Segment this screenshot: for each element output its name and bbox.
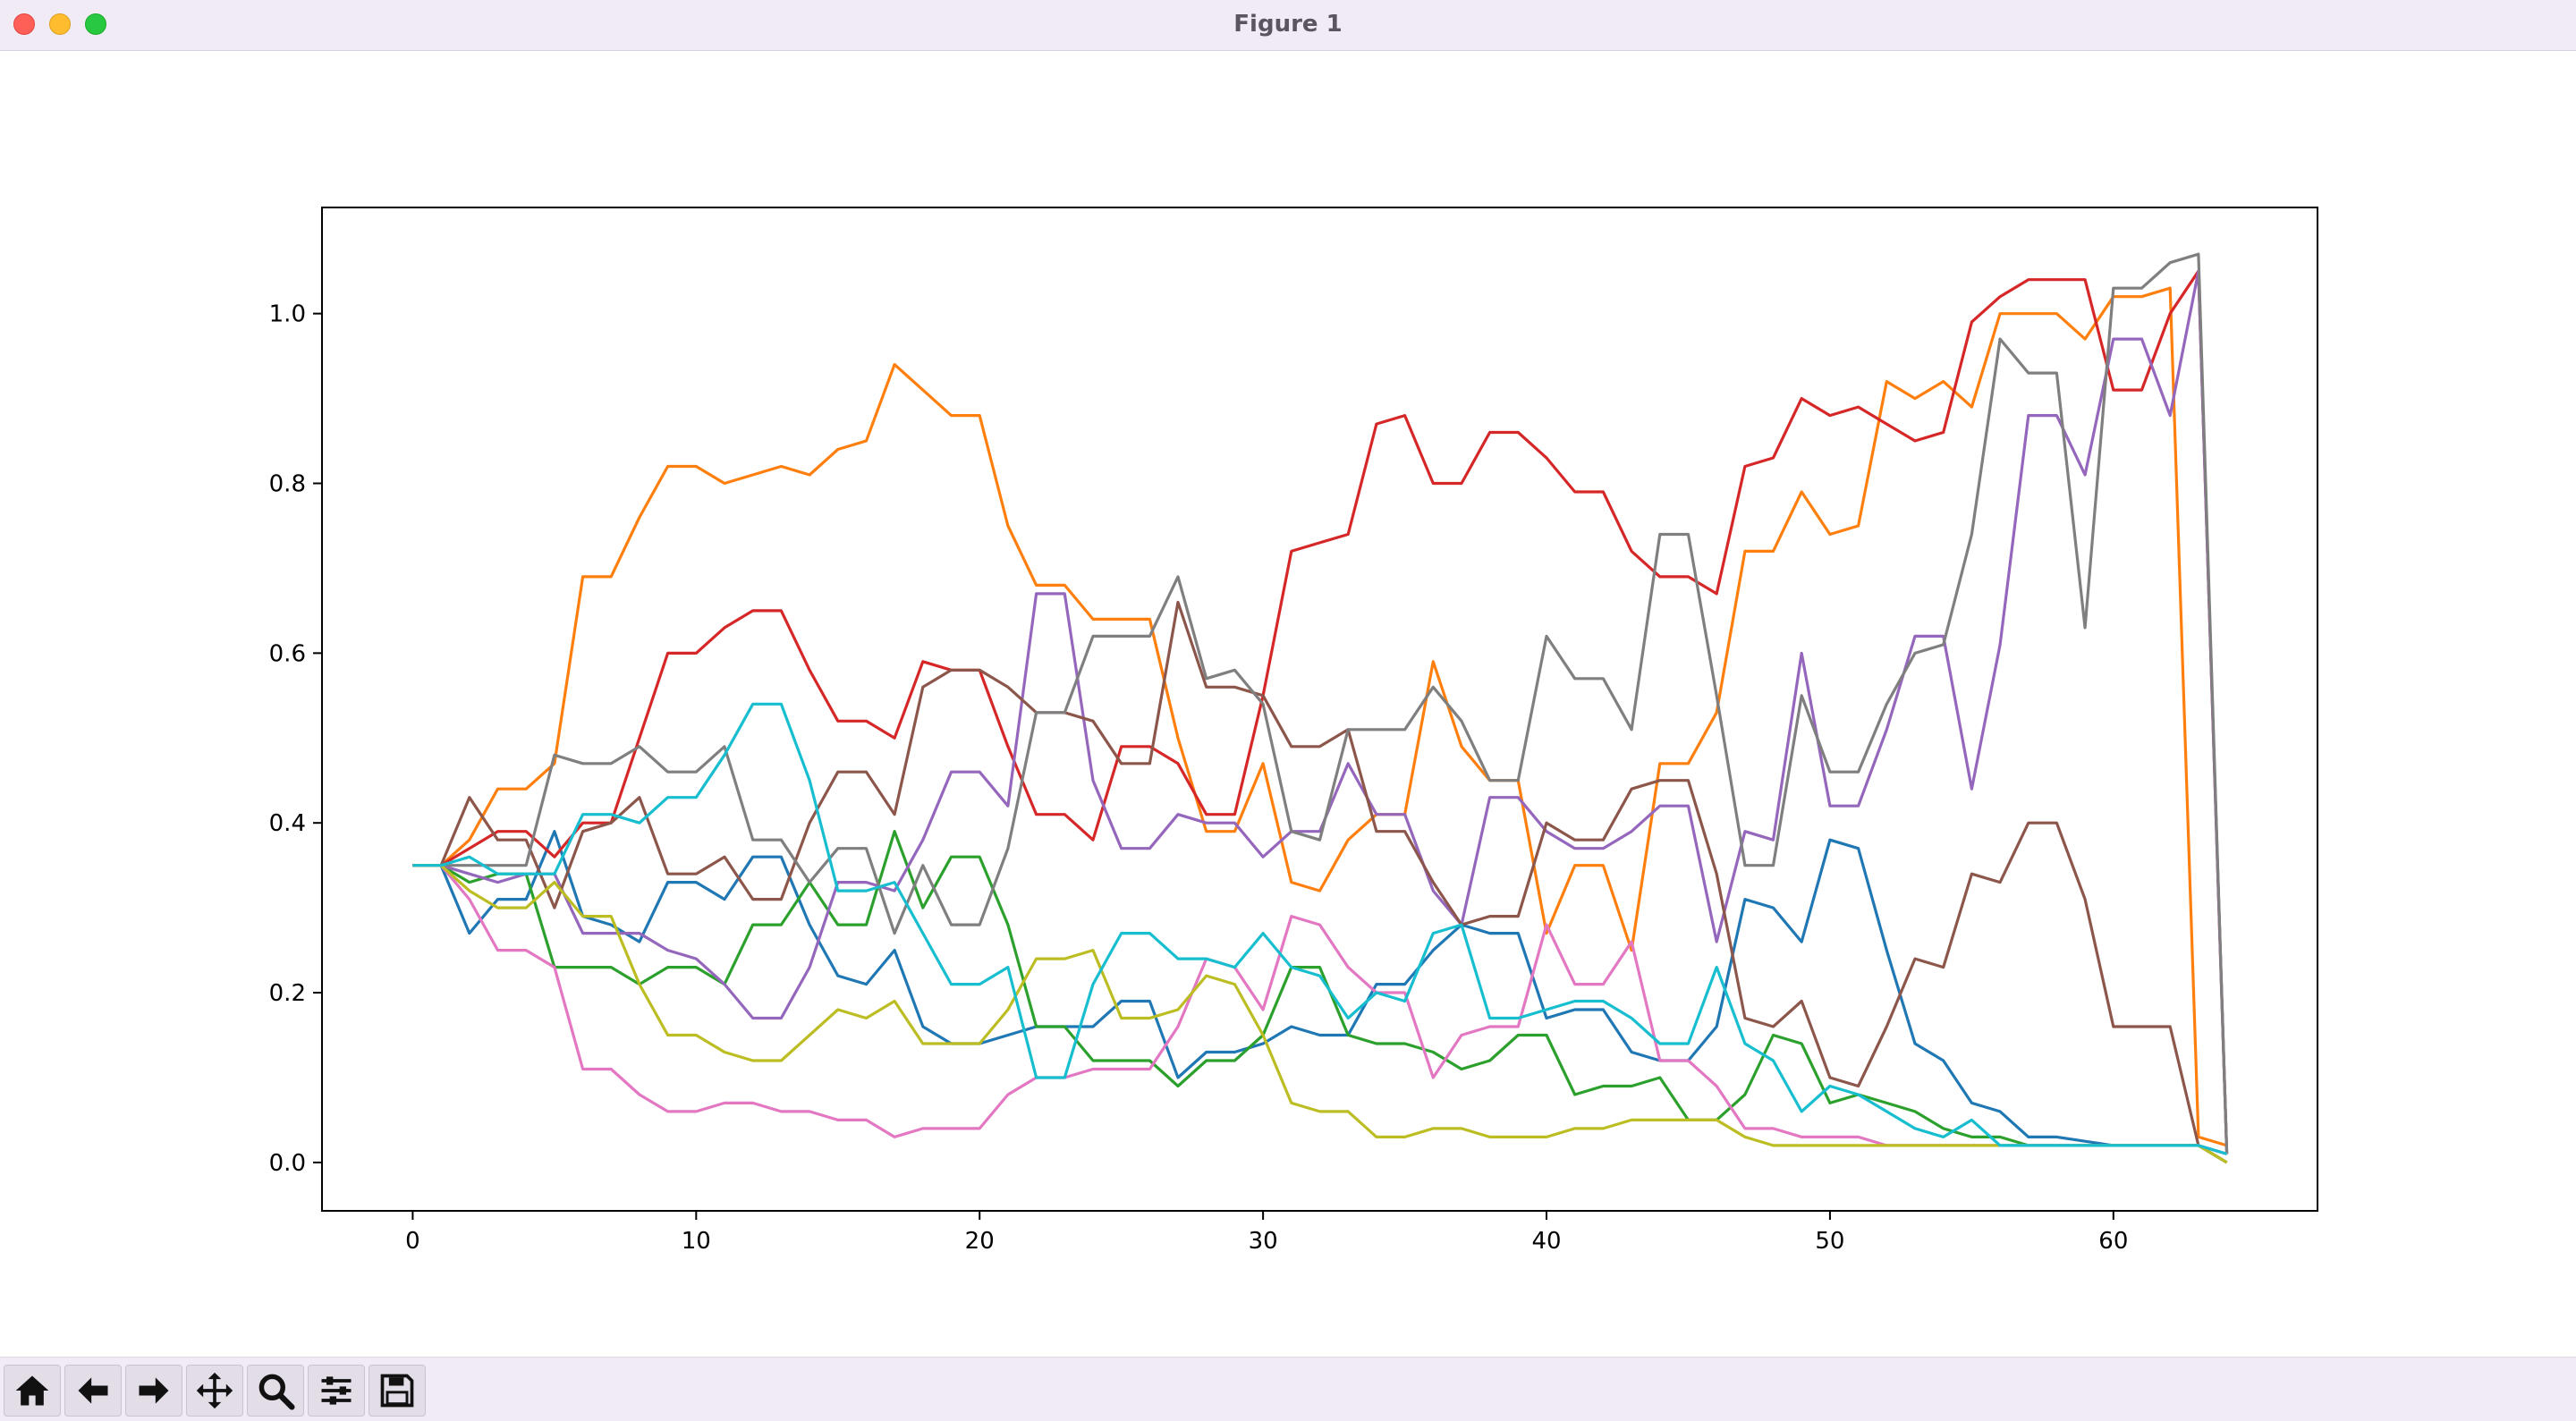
- series-line-1: [412, 830, 2228, 1155]
- close-window-button[interactable]: [13, 13, 35, 35]
- y-tick-label: 0.4: [269, 810, 306, 837]
- forward-button[interactable]: [125, 1365, 182, 1417]
- series-line-5: [412, 269, 2229, 1155]
- series-line-8: [412, 252, 2229, 1155]
- home-button[interactable]: [4, 1365, 61, 1417]
- configure-subplots-button[interactable]: [308, 1365, 365, 1417]
- window-titlebar: Figure 1: [0, 0, 2576, 51]
- line-chart: 0 10 20 30 40 50 60 0.0 0.2 0.4 0.6 0.8 1.0: [269, 207, 2318, 1255]
- figure-canvas[interactable]: 0 10 20 30 40 50 60 0.0 0.2 0.4 0.6 0.8 1.0: [0, 51, 2576, 1357]
- x-tick-label: 60: [2098, 1228, 2128, 1255]
- window-title: Figure 1: [1233, 11, 1343, 38]
- zoom-button[interactable]: [247, 1365, 304, 1417]
- move-icon: [196, 1372, 233, 1409]
- arrow-right-icon: [139, 1377, 169, 1404]
- series-line-3: [412, 830, 2228, 1164]
- y-tick-label: 0.6: [269, 640, 306, 667]
- x-tick-label: 10: [682, 1228, 711, 1255]
- series-line-2: [412, 286, 2228, 1147]
- maximize-window-button[interactable]: [85, 13, 106, 35]
- series-line-4: [412, 269, 2229, 1155]
- x-tick-label: 0: [405, 1228, 420, 1255]
- y-tick-label: 1.0: [269, 301, 306, 328]
- series-line-6: [412, 600, 2228, 1164]
- x-tick-label: 40: [1531, 1228, 1561, 1255]
- minimize-window-button[interactable]: [49, 13, 71, 35]
- sliders-icon: [321, 1376, 352, 1405]
- arrow-left-icon: [78, 1377, 108, 1404]
- magnifier-icon: [258, 1374, 295, 1410]
- x-tick-label: 20: [965, 1228, 995, 1255]
- navigation-toolbar: [0, 1357, 2576, 1421]
- series-line-10: [412, 702, 2228, 1155]
- y-tick-label: 0.2: [269, 980, 306, 1007]
- series-line-9: [412, 864, 2228, 1164]
- x-tick-label: 30: [1249, 1228, 1278, 1255]
- floppy-disk-icon: [380, 1374, 414, 1408]
- back-button[interactable]: [64, 1365, 122, 1417]
- x-tick-label: 50: [1815, 1228, 1844, 1255]
- plot-frame: [321, 207, 2318, 1212]
- y-tick-label: 0.8: [269, 471, 306, 498]
- y-tick-label: 0.0: [269, 1150, 306, 1177]
- home-icon: [15, 1375, 49, 1406]
- pan-button[interactable]: [186, 1365, 243, 1417]
- save-button[interactable]: [369, 1365, 426, 1417]
